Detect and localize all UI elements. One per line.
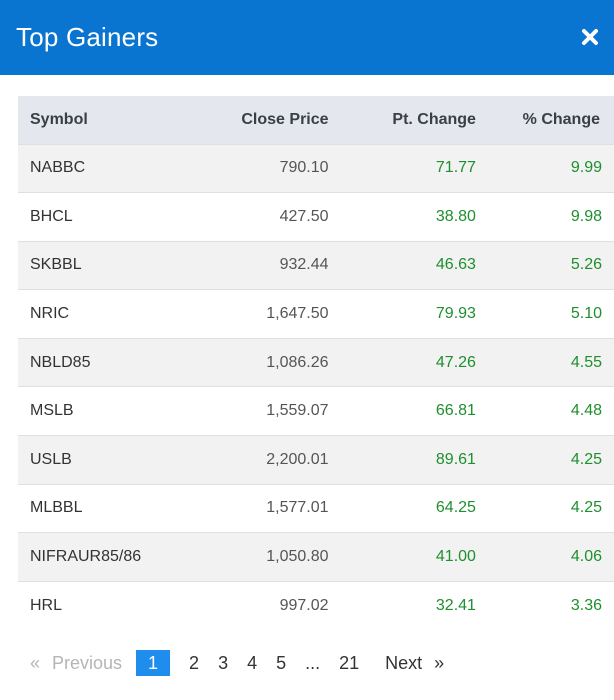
close-icon[interactable]	[581, 28, 599, 46]
pt-change-cell: 38.80	[435, 207, 476, 225]
table-row[interactable]: NABBC 790.10 71.77 9.99	[18, 144, 614, 193]
gainers-table: Symbol Close Price Pt. Change % Change N…	[18, 96, 614, 630]
table-row[interactable]: NRIC 1,647.50 79.93 5.10	[18, 289, 614, 339]
pct-change-cell: 3.36	[570, 596, 602, 614]
column-header-symbol[interactable]: Symbol	[30, 110, 88, 128]
close-price-cell: 790.10	[279, 159, 329, 177]
next-label: Next	[385, 652, 423, 673]
pt-change-cell: 32.41	[435, 596, 476, 614]
table-row[interactable]: NBLD85 1,086.26 47.26 4.55	[18, 338, 614, 387]
previous-label: Previous	[52, 652, 123, 673]
table-row[interactable]: MLBBL 1,577.01 64.25 4.25	[18, 484, 614, 533]
pct-change-cell: 4.06	[570, 548, 602, 566]
page-button-4[interactable]: 4	[247, 652, 258, 673]
pt-change-cell: 41.00	[435, 548, 476, 566]
symbol-cell[interactable]: NRIC	[30, 305, 70, 323]
close-price-cell: 1,577.01	[266, 499, 329, 517]
pt-change-cell: 79.93	[435, 305, 476, 323]
table-row[interactable]: NIFRAUR85/86 1,050.80 41.00 4.06	[18, 532, 614, 582]
symbol-cell[interactable]: NIFRAUR85/86	[30, 548, 142, 566]
previous-button[interactable]: « Previous	[30, 653, 122, 674]
pct-change-cell: 4.48	[570, 402, 602, 420]
symbol-cell[interactable]: SKBBL	[30, 256, 82, 274]
symbol-cell[interactable]: HRL	[30, 596, 63, 614]
pct-change-cell: 9.99	[570, 159, 602, 177]
next-button[interactable]: Next »	[385, 653, 444, 674]
pt-change-cell: 46.63	[435, 256, 476, 274]
symbol-cell[interactable]: BHCL	[30, 207, 73, 225]
next-icon: »	[434, 652, 445, 673]
close-price-cell: 1,086.26	[266, 353, 329, 371]
symbol-cell[interactable]: NABBC	[30, 159, 86, 177]
table-row[interactable]: MSLB 1,559.07 66.81 4.48	[18, 386, 614, 436]
symbol-cell[interactable]: MLBBL	[30, 499, 83, 517]
column-header-close-price[interactable]: Close Price	[241, 110, 329, 128]
pct-change-cell: 5.26	[570, 256, 602, 274]
close-price-cell: 1,559.07	[266, 402, 329, 420]
table-row[interactable]: USLB 2,200.01 89.61 4.25	[18, 435, 614, 485]
pt-change-cell: 66.81	[435, 402, 476, 420]
pct-change-cell: 4.25	[570, 450, 602, 468]
page-button-3[interactable]: 3	[218, 652, 229, 673]
close-price-cell: 932.44	[279, 256, 329, 274]
close-button[interactable]	[578, 24, 602, 50]
page-button-1[interactable]: 1	[136, 650, 171, 676]
page-button-5[interactable]: 5	[276, 652, 287, 673]
close-price-cell: 1,647.50	[266, 305, 329, 323]
pt-change-cell: 64.25	[435, 499, 476, 517]
table-row[interactable]: HRL 997.02 32.41 3.36	[18, 581, 614, 630]
pt-change-cell: 47.26	[435, 353, 476, 371]
pt-change-cell: 71.77	[435, 159, 476, 177]
modal-title: Top Gainers	[16, 22, 159, 52]
symbol-cell[interactable]: NBLD85	[30, 353, 91, 371]
pct-change-cell: 4.55	[570, 353, 602, 371]
page-button-2[interactable]: 2	[189, 652, 200, 673]
symbol-cell[interactable]: USLB	[30, 450, 72, 468]
pct-change-cell: 9.98	[570, 207, 602, 225]
close-price-cell: 2,200.01	[266, 450, 329, 468]
pct-change-cell: 5.10	[570, 305, 602, 323]
table-header-row: Symbol Close Price Pt. Change % Change	[18, 96, 614, 144]
page-button-21[interactable]: 21	[339, 652, 360, 673]
modal-header: Top Gainers	[0, 0, 614, 75]
table-row[interactable]: BHCL 427.50 38.80 9.98	[18, 192, 614, 242]
table-row[interactable]: SKBBL 932.44 46.63 5.26	[18, 241, 614, 290]
pct-change-cell: 4.25	[570, 499, 602, 517]
pagination: « Previous 1 2 3 4 5 ... 21 Next »	[30, 650, 444, 676]
close-price-cell: 427.50	[279, 207, 329, 225]
close-price-cell: 1,050.80	[266, 548, 329, 566]
pt-change-cell: 89.61	[435, 450, 476, 468]
column-header-pt-change[interactable]: Pt. Change	[392, 110, 476, 128]
page-ellipsis: ...	[305, 652, 321, 673]
close-price-cell: 997.02	[279, 596, 329, 614]
column-header-pct-change[interactable]: % Change	[522, 110, 600, 128]
gainers-table-container: Symbol Close Price Pt. Change % Change N…	[18, 96, 614, 630]
symbol-cell[interactable]: MSLB	[30, 402, 74, 420]
previous-icon: «	[30, 652, 41, 673]
